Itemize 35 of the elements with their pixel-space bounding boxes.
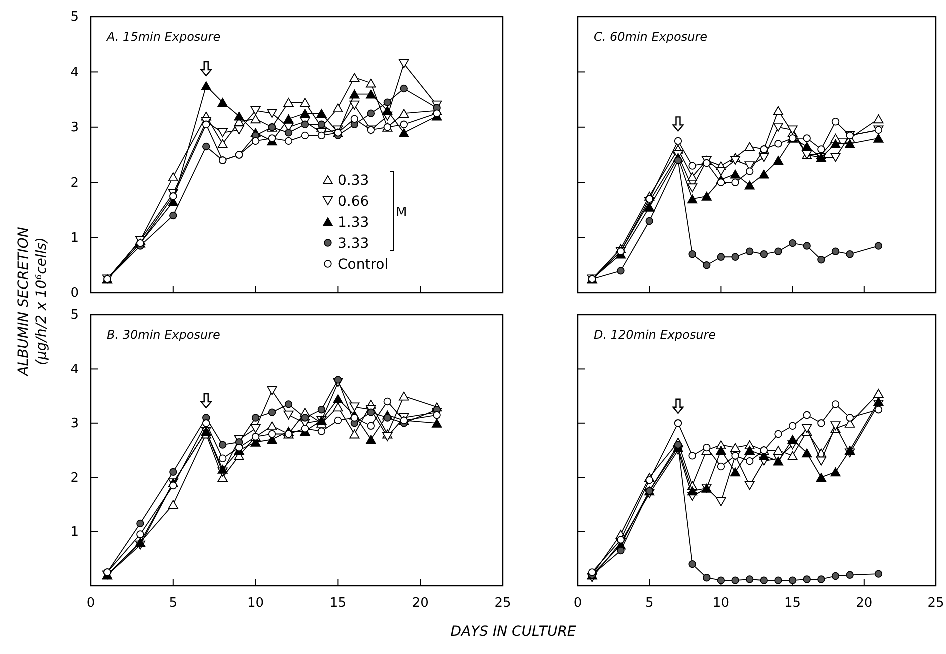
text: C. 60min Exposure — [594, 30, 708, 44]
legend-title: M — [396, 206, 408, 220]
y-axis-title: ALBUMIN SECRETION (μg/h/2 x 10⁶cells) — [16, 226, 50, 377]
text: D. 120min Exposure — [594, 328, 716, 342]
y-tick-label: 4 — [70, 362, 79, 378]
y-tick-label: 3 — [70, 416, 79, 432]
x-tick-label: 10 — [712, 596, 730, 612]
x-tick-label: 5 — [169, 596, 178, 612]
y-tick-label: 2 — [70, 176, 79, 191]
y-tick-label: 4 — [70, 65, 79, 80]
x-tick-label: 10 — [248, 596, 264, 612]
x-axis-title: DAYS IN CULTURE — [450, 624, 576, 640]
x-tick-label: 20 — [412, 596, 429, 612]
x-tick-label: 5 — [645, 596, 654, 612]
text: A. 15min Exposure — [106, 30, 221, 44]
text: B. 30min Exposure — [107, 328, 220, 342]
y-tick-label: 0 — [70, 286, 79, 302]
x-tick-label: 25 — [494, 596, 512, 612]
y-tick-label: 1 — [70, 230, 79, 246]
x-tick-label: 15 — [330, 596, 346, 612]
x-tick-label: 25 — [928, 596, 944, 612]
legend-label: 0.33 — [338, 173, 370, 189]
legend-label: 1.33 — [338, 215, 370, 231]
y-tick-label: 3 — [70, 120, 79, 136]
y-tick-label: 2 — [70, 470, 79, 486]
x-tick-label: 0 — [86, 596, 96, 612]
x-tick-label: 20 — [856, 596, 873, 612]
legend-label: Control — [338, 257, 389, 273]
y-tick-label: 5 — [70, 308, 79, 324]
y-tick-label: 5 — [70, 10, 79, 26]
legend-label: 0.66 — [338, 194, 370, 210]
x-tick-label: 15 — [784, 596, 802, 612]
x-tick-label: 0 — [574, 596, 582, 612]
y-tick-label: 1 — [70, 524, 79, 540]
legend-label: 3.33 — [338, 236, 370, 252]
